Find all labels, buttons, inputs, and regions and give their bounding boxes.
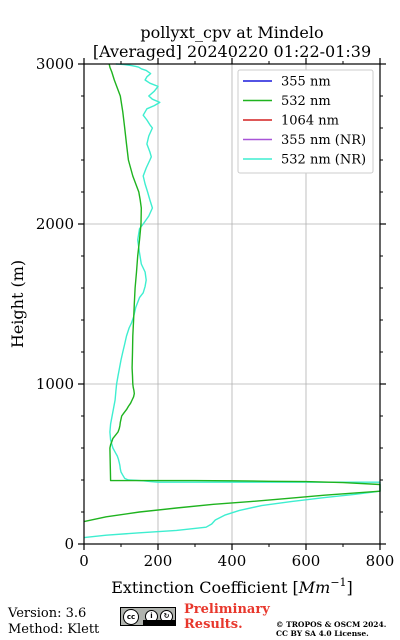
chart-figure: pollyxt_cpv at Mindelo [Averaged] 202402… <box>8 23 395 597</box>
y-tick-label: 0 <box>64 535 74 553</box>
preliminary-line-2: Results. <box>184 617 243 632</box>
legend-label-355-nm: 355 nm <box>281 75 331 90</box>
copyright-line-1: © TROPOS & OSCM 2024. <box>276 620 387 629</box>
series-line-532-nm <box>83 63 381 523</box>
x-axis-label-end: ] <box>347 578 353 597</box>
x-axis-label-main: Extinction Coefficient [ <box>111 578 299 597</box>
badge-strip <box>143 620 175 625</box>
chart-title: pollyxt_cpv at Mindelo <box>140 23 323 42</box>
x-axis-label: Extinction Coefficient [Mm−1] <box>111 576 353 597</box>
x-tick-label: 600 <box>292 552 321 570</box>
x-tick-label: 0 <box>79 552 89 570</box>
y-axis-label: Height (m) <box>8 260 27 348</box>
legend-label-532-nm-nr: 532 nm (NR) <box>281 153 366 168</box>
series-line-532-nm-nr <box>83 63 381 539</box>
copyright-notice: © TROPOS & OSCM 2024. CC BY SA 4.0 Licen… <box>276 620 386 638</box>
version-text: Version: 3.6 <box>8 606 87 621</box>
x-axis-label-exponent: −1 <box>330 576 346 589</box>
x-tick-label: 400 <box>218 552 247 570</box>
y-tick-label: 3000 <box>36 55 74 73</box>
x-tick-label: 200 <box>144 552 173 570</box>
x-axis-label-unit: Mm <box>298 578 331 597</box>
y-tick-label: 1000 <box>36 375 74 393</box>
copyright-line-2: CC BY SA 4.0 License. <box>276 629 369 638</box>
legend-label-532-nm: 532 nm <box>281 94 331 109</box>
plot-area-frame <box>83 63 381 545</box>
axis-ticks: 0 200 400 600 800 0 1000 2000 3000 <box>36 55 395 570</box>
preliminary-line-1: Preliminary <box>184 602 270 617</box>
legend-box <box>237 69 374 174</box>
cc-icon: cc <box>123 609 139 625</box>
plot-lines <box>83 63 381 539</box>
preliminary-notice: Preliminary Results. <box>184 602 270 632</box>
method-text: Method: Klett <box>8 622 100 637</box>
legend-label-1064-nm: 1064 nm <box>281 114 339 129</box>
license-badge: cc i ↻ <box>120 607 176 626</box>
x-tick-label: 800 <box>366 552 395 570</box>
chart-subtitle: [Averaged] 20240220 01:22-01:39 <box>93 42 371 61</box>
legend: 355 nm 532 nm 1064 nm 355 nm (NR) 532 nm (NR… <box>237 69 374 174</box>
y-tick-label: 2000 <box>36 215 74 233</box>
legend-label-355-nm-nr: 355 nm (NR) <box>281 133 366 148</box>
